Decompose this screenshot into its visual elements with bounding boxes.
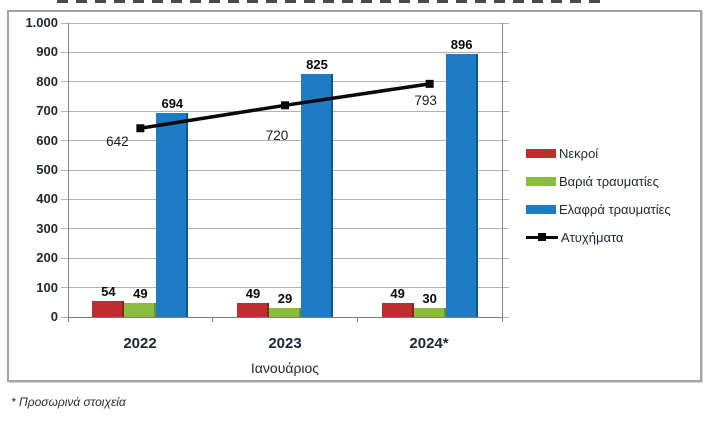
line-point-label: 642 (106, 134, 129, 150)
gridline (61, 81, 509, 83)
y-axis-tick-label: 900 (36, 44, 58, 60)
bar (124, 302, 157, 317)
gridline (61, 287, 509, 289)
bar (301, 74, 333, 317)
y-axis-tick-label: 0 (50, 309, 58, 324)
bar (413, 308, 446, 317)
y-axis-tick-label: 800 (36, 73, 58, 89)
y-axis-tick-label: 700 (36, 103, 58, 119)
bar-value-label: 54 (101, 284, 116, 300)
bar (237, 302, 269, 317)
gridline (61, 140, 509, 142)
category-label-2022: 2022 (123, 335, 157, 352)
bar (92, 301, 125, 317)
gridline (61, 257, 509, 259)
line-point-label: 793 (414, 92, 437, 108)
x-axis-tick (212, 317, 214, 322)
legend-label-accidents: Ατυχήματα (561, 229, 624, 245)
legend: Νεκροί Βαριά τραυματίες Ελαφρά τραυματίε… (526, 139, 671, 251)
y-axis-tick-label: 1.000 (25, 15, 58, 30)
x-axis-tick (501, 317, 503, 322)
gridline (61, 198, 509, 200)
y-axis-tick-label: 600 (36, 132, 58, 148)
gridline (61, 169, 509, 171)
footnote-provisional-data: * Προσωρινά στοιχεία (11, 395, 126, 409)
category-label-2024: 2024* (409, 335, 449, 352)
legend-item-deaths: Νεκροί (526, 139, 671, 167)
bar-value-label: 694 (161, 95, 184, 111)
bar (156, 112, 189, 317)
gridline (61, 22, 509, 24)
y-axis-tick-label: 400 (36, 191, 58, 207)
plot-right-border (501, 23, 503, 317)
y-axis-tick-label: 300 (36, 220, 58, 236)
bar (269, 308, 301, 317)
legend-swatch-serious-injuries-icon (526, 176, 556, 186)
chart-frame (7, 10, 702, 382)
legend-item-serious-injuries: Βαριά τραυματίες (526, 167, 671, 195)
bar-value-label: 49 (245, 285, 261, 301)
legend-label-deaths: Νεκροί (559, 145, 599, 161)
x-axis-tick (67, 317, 69, 322)
x-axis-line (68, 316, 502, 318)
bar-value-label: 49 (133, 285, 148, 301)
legend-label-serious-injuries: Βαριά τραυματίες (559, 173, 659, 189)
bar-value-label: 29 (277, 291, 293, 307)
category-label-2023: 2023 (268, 335, 302, 352)
legend-line-marker-icon (526, 229, 558, 245)
y-axis-tick-label: 200 (36, 250, 58, 266)
bar (381, 302, 414, 317)
y-axis-tick-label: 100 (36, 279, 58, 295)
cropped-title-remnant (57, 0, 602, 3)
x-axis-tick (356, 317, 358, 322)
bar-value-label: 30 (422, 291, 437, 307)
y-axis-line (67, 23, 69, 317)
legend-item-accidents: Ατυχήματα (526, 223, 671, 251)
legend-swatch-deaths-icon (526, 148, 556, 158)
gridline (61, 110, 509, 112)
y-axis-tick-label: 500 (36, 162, 58, 177)
bar-value-label: 896 (450, 36, 473, 52)
legend-label-light-injuries: Ελαφρά τραυματίες (559, 201, 671, 217)
x-axis-title: Ιανουάριος (250, 360, 320, 376)
legend-item-light-injuries: Ελαφρά τραυματίες (526, 195, 671, 223)
bar-value-label: 49 (390, 285, 405, 301)
legend-swatch-light-injuries-icon (526, 204, 556, 214)
bar (445, 53, 478, 317)
line-point-label: 720 (265, 128, 289, 144)
gridline (61, 228, 509, 230)
bar-value-label: 825 (306, 57, 328, 73)
gridline (61, 51, 509, 53)
